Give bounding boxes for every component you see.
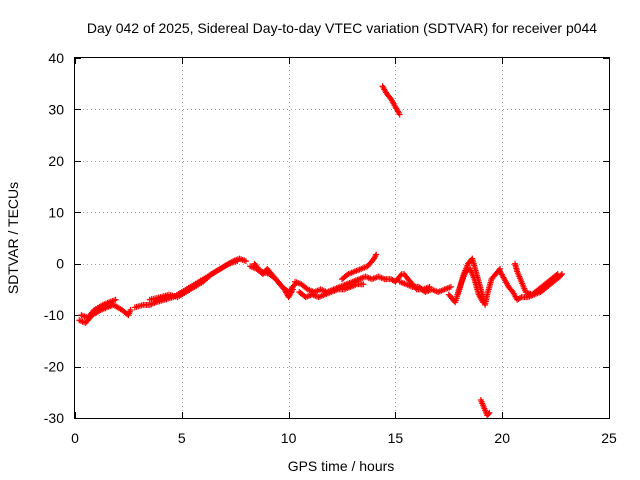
data-point-marker bbox=[486, 409, 493, 416]
data-point-marker bbox=[396, 111, 403, 118]
data-point-marker bbox=[373, 251, 380, 258]
y-tick-label: -10 bbox=[44, 307, 64, 323]
data-point-marker bbox=[360, 281, 367, 288]
x-axis-label: GPS time / hours bbox=[288, 458, 395, 474]
axis-ticks: 0 5 10 15 20 25 -30 -20 -10 0 10 20 30 40 bbox=[44, 50, 617, 446]
y-tick-label: 20 bbox=[48, 153, 64, 169]
x-tick-label: 0 bbox=[71, 430, 79, 446]
y-tick-label: -30 bbox=[44, 410, 64, 426]
data-points bbox=[76, 83, 566, 419]
x-tick-label: 15 bbox=[388, 430, 404, 446]
data-point-marker bbox=[426, 283, 433, 290]
y-axis-label: SDTVAR / TECUs bbox=[5, 182, 21, 294]
data-point-marker bbox=[485, 411, 492, 418]
x-tick-label: 5 bbox=[178, 430, 186, 446]
x-tick-label: 20 bbox=[494, 430, 510, 446]
y-tick-label: 30 bbox=[48, 101, 64, 117]
grid bbox=[75, 58, 609, 418]
x-tick-label: 25 bbox=[601, 430, 617, 446]
data-point-marker bbox=[447, 283, 454, 290]
y-tick-label: 0 bbox=[56, 256, 64, 272]
data-point-marker bbox=[554, 271, 561, 277]
data-point-marker bbox=[290, 282, 297, 289]
data-point-marker bbox=[372, 252, 379, 259]
data-point-marker bbox=[242, 258, 249, 265]
data-point-marker bbox=[479, 299, 486, 306]
y-tick-label: 10 bbox=[48, 204, 64, 220]
data-point-marker bbox=[112, 296, 119, 303]
plot-frame bbox=[74, 57, 610, 419]
y-tick-label: -20 bbox=[44, 359, 64, 375]
x-tick-label: 10 bbox=[281, 430, 297, 446]
data-point-marker bbox=[127, 307, 134, 313]
y-tick-label: 40 bbox=[48, 50, 64, 66]
data-point-marker bbox=[553, 272, 560, 279]
data-point-marker bbox=[234, 258, 241, 265]
data-point-marker bbox=[412, 285, 419, 292]
chart-title: Day 042 of 2025, Sidereal Day-to-day VTE… bbox=[87, 20, 597, 36]
